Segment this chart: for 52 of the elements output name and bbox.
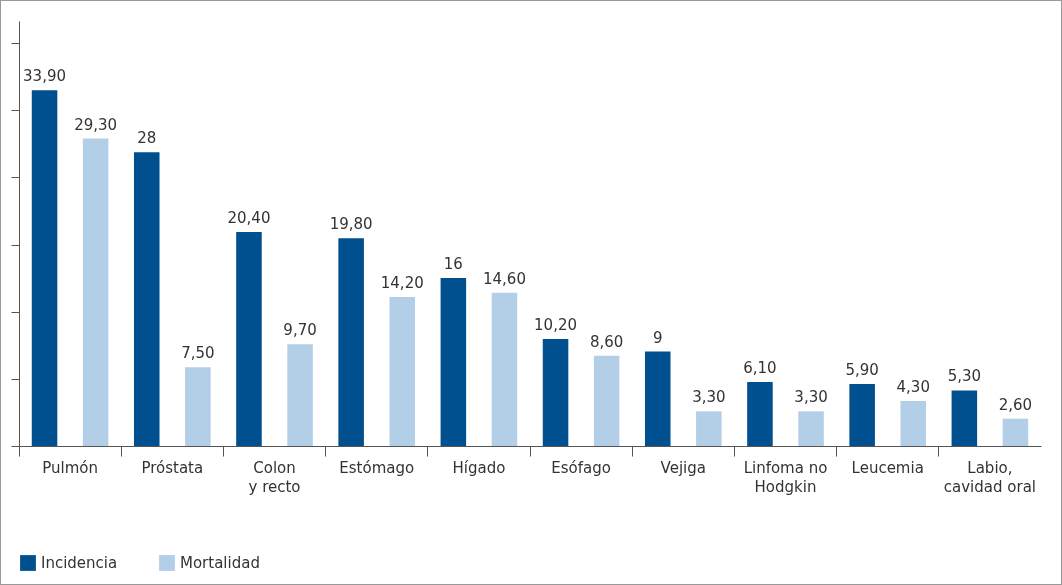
bar <box>542 338 569 446</box>
bar <box>287 344 313 446</box>
bar <box>440 278 467 446</box>
data-label: 14,20 <box>380 273 424 292</box>
data-label: 9 <box>652 328 663 347</box>
bar <box>236 231 262 446</box>
data-label: 3,30 <box>794 388 828 407</box>
data-label: 5,30 <box>947 367 982 386</box>
data-label: 19,80 <box>329 215 373 234</box>
bar <box>389 296 416 446</box>
data-label: 29,30 <box>74 115 118 134</box>
data-label: 33,90 <box>23 67 67 86</box>
bar <box>491 292 518 446</box>
bar <box>900 400 927 446</box>
data-label: 4,30 <box>896 377 930 396</box>
x-tick-label: Pulmón <box>42 458 98 477</box>
x-tick-label: Labio, cavidad oral <box>943 458 1036 496</box>
x-tick-label: Colon y recto <box>248 458 301 496</box>
legend-label: Mortalidad <box>180 554 260 572</box>
bar <box>593 355 620 446</box>
bar <box>798 411 824 446</box>
data-label: 2,60 <box>998 395 1033 414</box>
data-label: 6,10 <box>743 358 777 377</box>
bar <box>185 367 211 446</box>
x-tick-label: Esófago <box>551 458 611 477</box>
data-label: 16 <box>443 255 463 274</box>
data-label: 5,90 <box>845 361 879 380</box>
data-label: 8,60 <box>589 332 624 351</box>
x-tick-label: Estómago <box>339 458 415 477</box>
bar <box>644 351 671 446</box>
data-label: 3,30 <box>692 388 726 407</box>
bar <box>338 238 364 446</box>
data-label: 10,20 <box>534 315 578 334</box>
bar <box>951 390 978 446</box>
bar <box>747 381 773 446</box>
legend-label: Incidencia <box>41 554 118 572</box>
x-tick-label: Hígado <box>452 458 506 477</box>
x-tick-label: Linfoma no Hodgkin <box>743 458 828 496</box>
data-label: 9,70 <box>283 321 317 340</box>
x-tick-label: Vejiga <box>660 458 706 477</box>
data-label: 14,60 <box>482 269 526 288</box>
bar <box>849 384 875 446</box>
bar <box>696 411 722 446</box>
bar <box>133 152 160 446</box>
bar <box>31 90 58 446</box>
bar <box>82 138 109 446</box>
x-tick-label: Próstata <box>141 458 204 477</box>
x-tick-label: Leucemia <box>851 458 924 477</box>
data-label: 7,50 <box>181 344 215 363</box>
bar <box>1002 418 1029 446</box>
data-label: 28 <box>137 129 157 148</box>
data-label: 20,40 <box>227 208 271 227</box>
